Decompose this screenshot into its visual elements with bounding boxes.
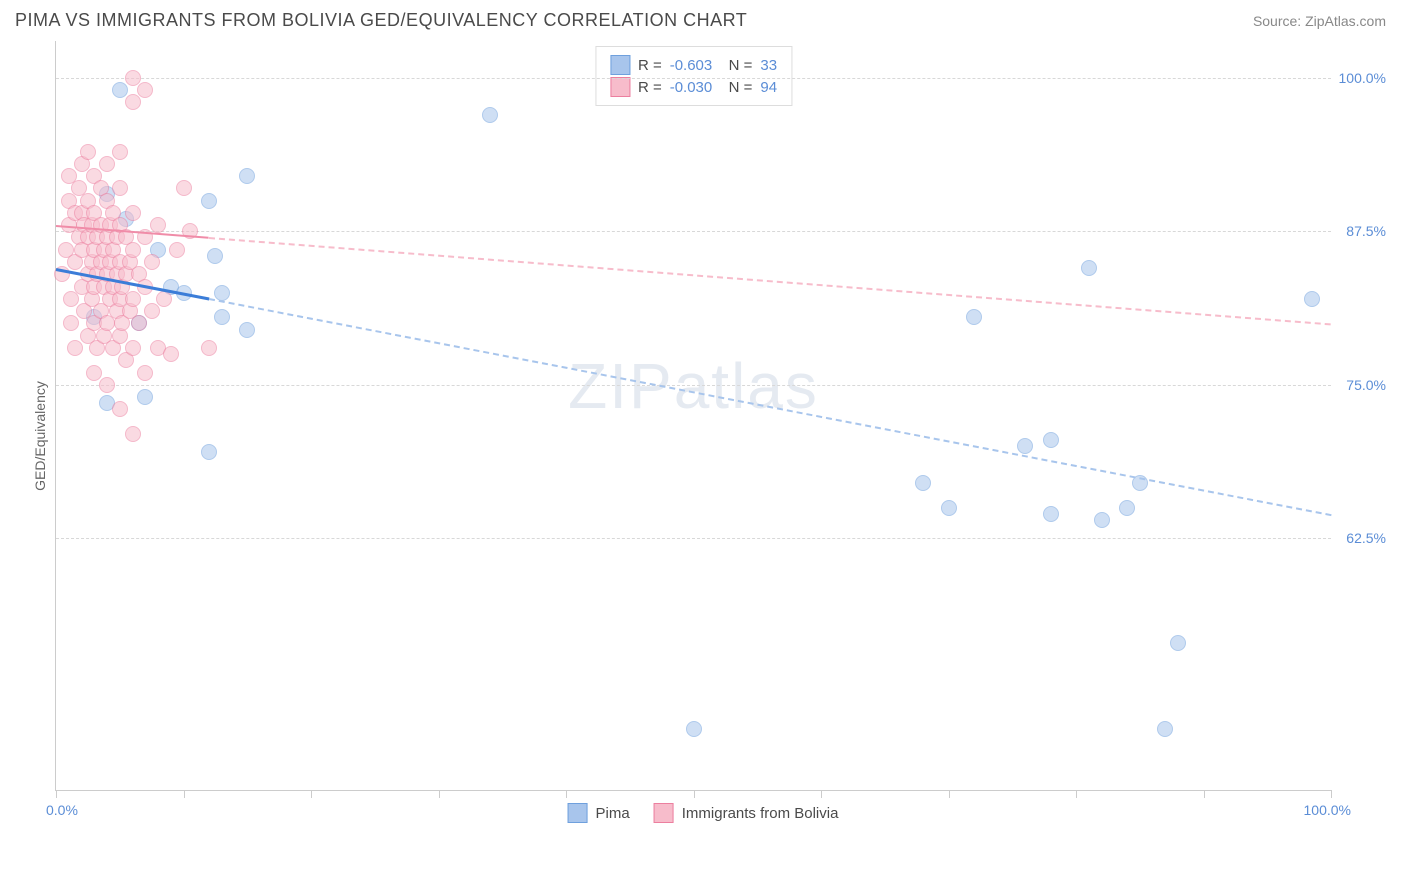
legend-r-value: -0.030 <box>670 79 713 96</box>
gridline <box>56 78 1331 79</box>
data-point <box>915 475 931 491</box>
series-legend-label: Pima <box>596 805 630 822</box>
data-point <box>169 242 185 258</box>
data-point <box>80 144 96 160</box>
data-point <box>144 303 160 319</box>
data-point <box>125 340 141 356</box>
data-point <box>112 401 128 417</box>
data-point <box>239 322 255 338</box>
data-point <box>125 426 141 442</box>
x-axis-label-min: 0.0% <box>46 802 78 818</box>
data-point <box>137 365 153 381</box>
y-tick-label: 87.5% <box>1346 223 1386 239</box>
chart-source: Source: ZipAtlas.com <box>1253 13 1386 29</box>
data-point <box>99 156 115 172</box>
data-point <box>482 107 498 123</box>
x-tick <box>949 790 950 798</box>
x-tick <box>1076 790 1077 798</box>
series-legend-item: Pima <box>568 803 630 823</box>
trend-line <box>209 298 1331 516</box>
data-point <box>966 309 982 325</box>
gridline <box>56 385 1331 386</box>
data-point <box>131 315 147 331</box>
data-point <box>125 291 141 307</box>
data-point <box>125 70 141 86</box>
x-tick <box>56 790 57 798</box>
x-tick <box>1331 790 1332 798</box>
data-point <box>150 217 166 233</box>
trend-line <box>209 237 1331 325</box>
y-tick-label: 62.5% <box>1346 530 1386 546</box>
y-tick-label: 75.0% <box>1346 377 1386 393</box>
data-point <box>125 94 141 110</box>
x-tick <box>439 790 440 798</box>
data-point <box>156 291 172 307</box>
data-point <box>201 444 217 460</box>
data-point <box>1119 500 1135 516</box>
data-point <box>86 365 102 381</box>
legend-row: R = -0.030 N = 94 <box>610 77 777 97</box>
legend-swatch <box>654 803 674 823</box>
data-point <box>686 721 702 737</box>
legend-r-label: R = <box>638 57 662 74</box>
y-tick-label: 100.0% <box>1339 70 1386 86</box>
data-point <box>125 205 141 221</box>
data-point <box>137 82 153 98</box>
legend-n-label: N = <box>720 79 752 96</box>
data-point <box>125 242 141 258</box>
y-axis-title: GED/Equivalency <box>32 381 48 491</box>
data-point <box>239 168 255 184</box>
data-point <box>1017 438 1033 454</box>
legend-row: R = -0.603 N = 33 <box>610 55 777 75</box>
data-point <box>214 285 230 301</box>
legend-r-value: -0.603 <box>670 57 713 74</box>
data-point <box>1043 506 1059 522</box>
gridline <box>56 538 1331 539</box>
x-tick <box>1204 790 1205 798</box>
data-point <box>1170 635 1186 651</box>
x-tick <box>566 790 567 798</box>
data-point <box>201 340 217 356</box>
data-point <box>112 180 128 196</box>
legend-swatch <box>610 77 630 97</box>
data-point <box>1304 291 1320 307</box>
legend-n-value: 33 <box>760 57 777 74</box>
data-point <box>163 346 179 362</box>
legend-r-label: R = <box>638 79 662 96</box>
series-legend: Pima Immigrants from Bolivia <box>568 803 839 823</box>
series-legend-label: Immigrants from Bolivia <box>682 805 839 822</box>
data-point <box>1043 432 1059 448</box>
data-point <box>201 193 217 209</box>
correlation-legend: R = -0.603 N = 33R = -0.030 N = 94 <box>595 46 792 106</box>
data-point <box>112 82 128 98</box>
x-axis-label-max: 100.0% <box>1304 802 1351 818</box>
data-point <box>1157 721 1173 737</box>
data-point <box>941 500 957 516</box>
x-tick <box>821 790 822 798</box>
data-point <box>214 309 230 325</box>
data-point <box>207 248 223 264</box>
data-point <box>176 180 192 196</box>
plot-area: ZIPatlas R = -0.603 N = 33R = -0.030 N =… <box>55 41 1331 791</box>
legend-swatch <box>610 55 630 75</box>
chart-header: PIMA VS IMMIGRANTS FROM BOLIVIA GED/EQUI… <box>0 0 1406 36</box>
data-point <box>1081 260 1097 276</box>
data-point <box>112 144 128 160</box>
data-point <box>144 254 160 270</box>
series-legend-item: Immigrants from Bolivia <box>654 803 839 823</box>
gridline <box>56 231 1331 232</box>
chart-title: PIMA VS IMMIGRANTS FROM BOLIVIA GED/EQUI… <box>15 10 747 31</box>
data-point <box>137 389 153 405</box>
chart-container: GED/Equivalency ZIPatlas R = -0.603 N = … <box>15 41 1391 831</box>
x-tick <box>311 790 312 798</box>
x-tick <box>184 790 185 798</box>
legend-n-label: N = <box>720 57 752 74</box>
data-point <box>67 340 83 356</box>
data-point <box>1094 512 1110 528</box>
legend-n-value: 94 <box>760 79 777 96</box>
data-point <box>63 315 79 331</box>
x-tick <box>694 790 695 798</box>
legend-swatch <box>568 803 588 823</box>
data-point <box>99 377 115 393</box>
